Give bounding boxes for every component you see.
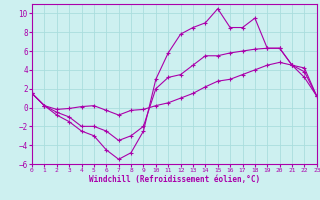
X-axis label: Windchill (Refroidissement éolien,°C): Windchill (Refroidissement éolien,°C)	[89, 175, 260, 184]
